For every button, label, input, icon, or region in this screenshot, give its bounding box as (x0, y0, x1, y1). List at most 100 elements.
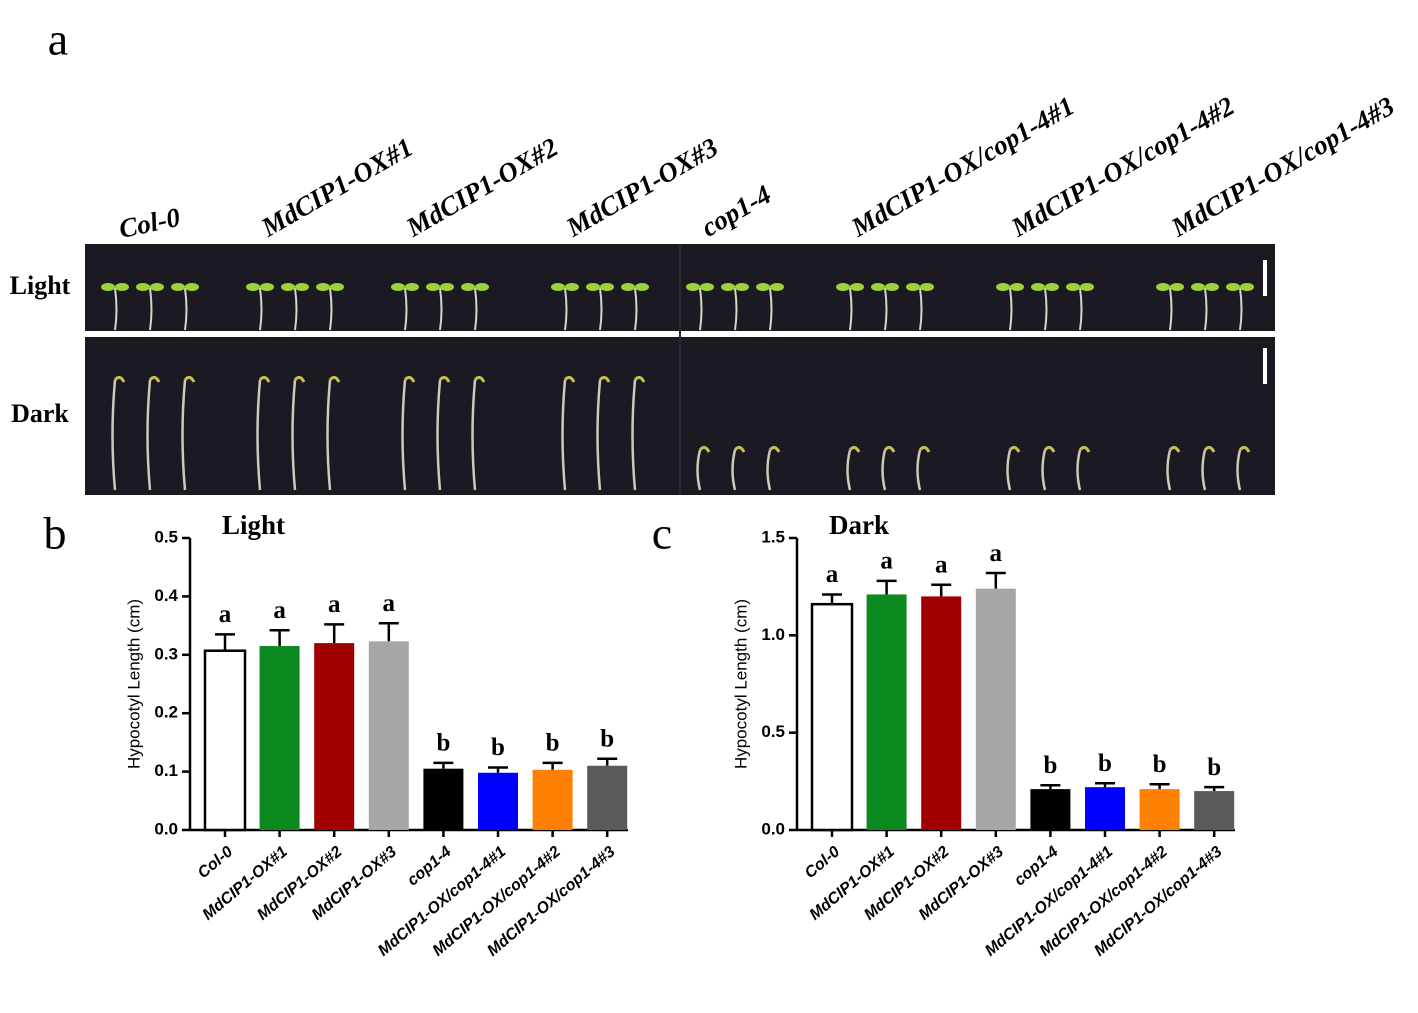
x-tick-label: Col-0 (802, 843, 844, 882)
cotyledon (1191, 283, 1205, 291)
y-tick-label: 1.5 (761, 527, 785, 546)
significance-label: b (1207, 754, 1221, 781)
significance-label: a (219, 601, 232, 628)
seedling (149, 287, 153, 331)
cotyledon (885, 283, 899, 291)
hook (113, 375, 126, 383)
seedling (599, 287, 603, 331)
cotyledon (150, 283, 164, 291)
cotyledon (586, 283, 600, 291)
cotyledon (551, 283, 565, 291)
seedling (699, 287, 703, 331)
cotyledon (115, 283, 129, 291)
significance-label: b (600, 725, 614, 752)
seedling (734, 287, 738, 331)
seedling (731, 449, 737, 491)
seedling (846, 449, 852, 491)
seedling (256, 379, 262, 491)
seedling (146, 379, 152, 491)
cotyledon (871, 283, 885, 291)
x-tick-label: cop1-4 (1011, 843, 1062, 889)
seedling (1169, 287, 1173, 331)
hook (438, 375, 451, 383)
x-tick-label: cop1-4 (404, 843, 455, 889)
cotyledon (475, 283, 489, 291)
y-axis-label: Hypocotyl Length (cm) (731, 599, 750, 769)
seedling (766, 449, 772, 491)
hook (598, 375, 611, 383)
cotyledon (171, 283, 185, 291)
seedling (916, 449, 922, 491)
cotyledon (1066, 283, 1080, 291)
cotyledon (996, 283, 1010, 291)
cotyledon (136, 283, 150, 291)
seedling (259, 287, 263, 331)
hook (148, 375, 161, 383)
chart-title: Light (222, 510, 285, 540)
bar (1085, 787, 1125, 830)
genotype-label: MdCIP1-OX#3 (560, 132, 723, 243)
genotype-label: cop1-4 (696, 179, 776, 242)
cotyledon (1240, 283, 1254, 291)
seedling (294, 287, 298, 331)
seedling (696, 449, 702, 491)
significance-label: b (436, 730, 450, 757)
bar (810, 602, 854, 832)
seedling (181, 379, 187, 491)
cotyledon (246, 283, 260, 291)
significance-label: b (491, 734, 505, 761)
cotyledon (700, 283, 714, 291)
cotyledon (426, 283, 440, 291)
bar (203, 649, 247, 832)
seedling (919, 287, 923, 331)
seedling (1239, 287, 1243, 331)
cotyledon (1031, 283, 1045, 291)
cotyledon (850, 283, 864, 291)
bar (478, 772, 518, 830)
seedling (1236, 449, 1242, 491)
cotyledon (565, 283, 579, 291)
bar (1030, 789, 1071, 830)
cotyledon (1205, 283, 1219, 291)
cotyledon (735, 283, 749, 291)
hook (633, 375, 646, 383)
bar (532, 769, 573, 830)
seedling (849, 287, 853, 331)
cotyledon (621, 283, 635, 291)
hook (328, 375, 341, 383)
cotyledon (1010, 283, 1024, 291)
significance-label: a (990, 540, 1003, 567)
seedling (474, 287, 478, 331)
cotyledon (1226, 283, 1240, 291)
cotyledon (906, 283, 920, 291)
hook (918, 445, 931, 453)
bar (866, 594, 907, 830)
cotyledon (440, 283, 454, 291)
seedling (564, 287, 568, 331)
hook (403, 375, 416, 383)
significance-label: a (383, 590, 396, 617)
seedling (561, 379, 567, 491)
cotyledon (1045, 283, 1059, 291)
significance-label: a (328, 591, 341, 618)
seedling (471, 379, 477, 491)
hook (1203, 445, 1216, 453)
seedling (769, 287, 773, 331)
row-label: Dark (11, 399, 69, 428)
cotyledon (295, 283, 309, 291)
genotype-label: Col-0 (116, 202, 183, 244)
cotyledon (770, 283, 784, 291)
seedling (436, 379, 442, 491)
hook (698, 445, 711, 453)
significance-label: b (1043, 752, 1057, 779)
hook (733, 445, 746, 453)
bar (368, 641, 409, 830)
hook (1168, 445, 1181, 453)
cotyledon (1156, 283, 1170, 291)
seedling (184, 287, 188, 331)
y-tick-label: 0.1 (154, 761, 178, 780)
bar (1139, 789, 1180, 830)
seedling (1079, 287, 1083, 331)
y-tick-label: 0.0 (154, 819, 178, 838)
seedling (634, 287, 638, 331)
